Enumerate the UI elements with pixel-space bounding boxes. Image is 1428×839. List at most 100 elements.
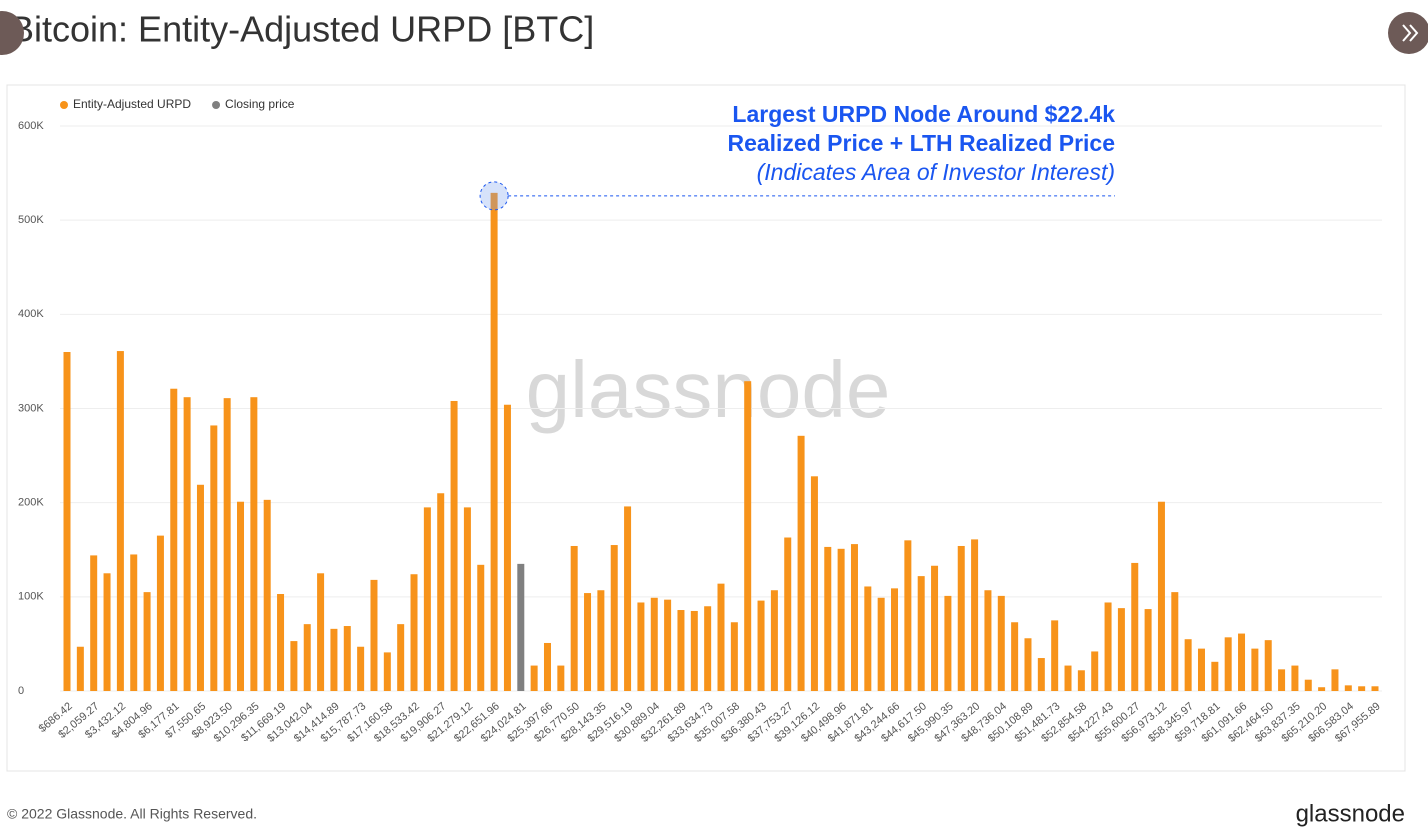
- bar: [143, 592, 151, 691]
- bar: [63, 352, 71, 691]
- bar: [1304, 679, 1312, 691]
- footer: © 2022 Glassnode. All Rights Reserved.: [7, 806, 257, 822]
- bar: [103, 573, 111, 691]
- bar: [1318, 687, 1326, 691]
- bar: [1238, 633, 1246, 691]
- legend-label: Entity-Adjusted URPD: [73, 97, 191, 111]
- bar: [1171, 592, 1179, 691]
- bar: [1197, 648, 1205, 691]
- legend-marker: [212, 101, 221, 109]
- bar: [196, 484, 204, 691]
- bar: [850, 544, 858, 691]
- bar: [343, 626, 351, 691]
- bar: [437, 493, 445, 691]
- bar: [810, 476, 818, 691]
- bar: [891, 588, 899, 691]
- bar: [357, 646, 365, 691]
- bar: [664, 599, 672, 691]
- bar: [90, 555, 98, 691]
- bar: [1117, 608, 1125, 691]
- bar: [1224, 637, 1232, 691]
- bar: [1264, 640, 1272, 691]
- y-tick-label: 100K: [18, 591, 44, 603]
- bar: [1037, 658, 1045, 691]
- bar: [730, 622, 738, 691]
- bar: [463, 507, 471, 691]
- bar: [824, 546, 832, 691]
- bar: [223, 398, 231, 691]
- bar: [1024, 638, 1032, 691]
- y-tick-label: 400K: [18, 308, 44, 320]
- bar: [931, 565, 939, 691]
- y-tick-label: 200K: [18, 497, 44, 509]
- bar: [984, 590, 992, 691]
- watermark: glassnode: [526, 345, 891, 434]
- bar: [170, 388, 178, 691]
- bar: [370, 579, 378, 691]
- bar: [250, 397, 258, 691]
- bar: [584, 593, 592, 691]
- forward-icon: [1402, 24, 1419, 42]
- bar: [156, 535, 164, 691]
- bar: [1077, 670, 1085, 691]
- bar: [1144, 609, 1152, 691]
- bar: [263, 499, 271, 691]
- bar: [677, 610, 685, 691]
- y-tick-label: 300K: [18, 402, 44, 414]
- bar: [130, 554, 138, 691]
- bar: [410, 574, 418, 691]
- bar: [116, 351, 124, 691]
- forward-button[interactable]: [1388, 12, 1428, 54]
- bar: [717, 583, 725, 691]
- bar: [277, 594, 285, 691]
- bar: [797, 435, 805, 691]
- legend-marker: [60, 101, 68, 109]
- bar: [1104, 602, 1112, 691]
- bar: [517, 563, 525, 691]
- bar: [1331, 669, 1339, 691]
- bar: [690, 610, 698, 691]
- bar: [317, 573, 325, 691]
- logo: glassnode: [1296, 800, 1405, 827]
- bar: [864, 586, 872, 691]
- bar: [944, 595, 952, 691]
- chart-title: Bitcoin: Entity-Adjusted URPD [BTC]: [10, 9, 594, 50]
- y-tick-label: 500K: [18, 214, 44, 226]
- bar: [1131, 562, 1139, 691]
- bar: [1184, 639, 1192, 691]
- bar: [303, 624, 311, 691]
- bar: [1011, 622, 1019, 691]
- bar: [76, 646, 84, 691]
- bar: [1051, 620, 1059, 691]
- bar: [1157, 501, 1165, 691]
- bar: [704, 606, 712, 691]
- bar: [383, 652, 391, 691]
- bar: [423, 507, 431, 691]
- bar: [397, 624, 405, 691]
- highlight-circle: [479, 181, 509, 211]
- bar: [1278, 669, 1286, 691]
- bar: [543, 642, 551, 691]
- y-tick-label: 0: [18, 685, 24, 697]
- bar: [917, 576, 925, 691]
- bar: [557, 665, 565, 691]
- bar: [1091, 651, 1099, 691]
- legend-label: Closing price: [225, 97, 295, 111]
- bar: [877, 597, 885, 691]
- bar: [530, 665, 538, 691]
- bar: [1344, 685, 1352, 691]
- bar: [597, 590, 605, 691]
- bar: [450, 400, 458, 691]
- bar: [237, 501, 245, 691]
- annotation-text: (Indicates Area of Investor Interest): [757, 159, 1115, 185]
- back-button[interactable]: [0, 11, 24, 55]
- bar: [610, 545, 618, 691]
- bar: [1211, 661, 1219, 691]
- bar: [1291, 665, 1299, 691]
- bar: [971, 539, 979, 691]
- bar: [757, 600, 765, 691]
- bar: [770, 590, 778, 691]
- bar: [904, 540, 912, 691]
- bar: [784, 537, 792, 691]
